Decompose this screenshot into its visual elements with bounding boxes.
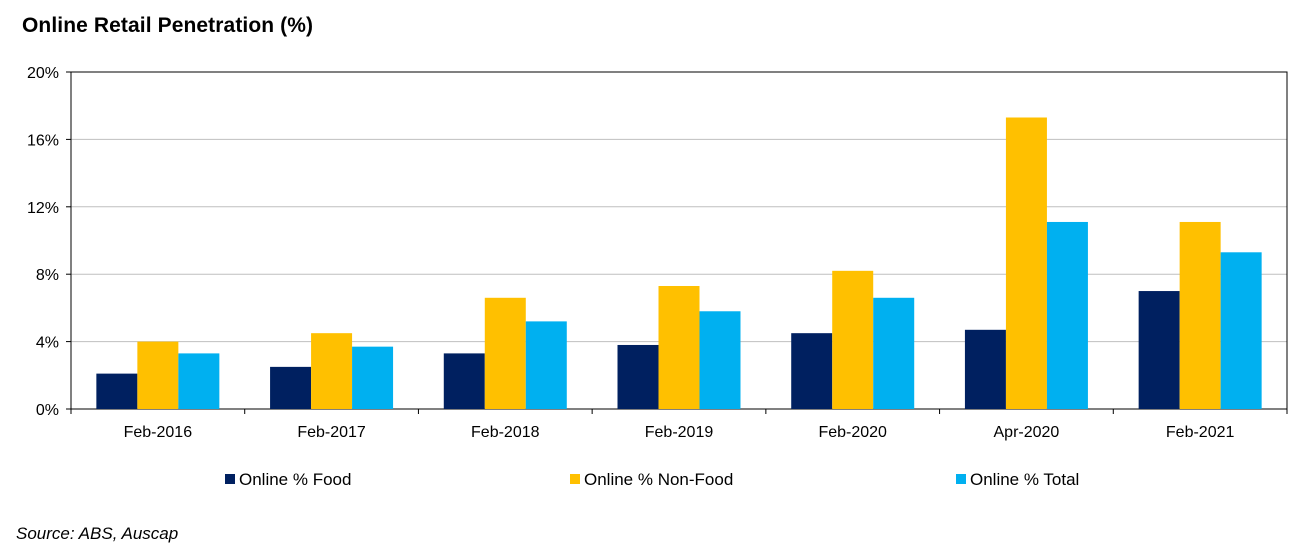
x-tick-label: Feb-2021 xyxy=(1166,424,1235,441)
legend: Online % Food Online % Non-Food Online % T… xyxy=(225,470,1079,489)
legend-swatch xyxy=(570,474,580,484)
y-axis: 0% 4% 8% 12% 16% 20% xyxy=(27,65,71,419)
bar-online-food xyxy=(617,344,659,409)
bar-online-food xyxy=(96,373,138,409)
bar-online-total xyxy=(1220,252,1262,409)
bar-online-non-food xyxy=(1179,221,1221,409)
bars xyxy=(96,117,1262,410)
x-tick-label: Feb-2018 xyxy=(471,424,540,441)
bar-online-total xyxy=(873,297,915,409)
legend-label: Online % Food xyxy=(239,470,351,489)
bar-online-total xyxy=(1046,221,1088,409)
legend-label: Online % Total xyxy=(970,470,1079,489)
bar-online-total xyxy=(699,311,741,409)
legend-swatch xyxy=(225,474,235,484)
bar-online-food xyxy=(1138,291,1180,409)
x-tick-label: Feb-2017 xyxy=(297,424,366,441)
y-tick-label: 0% xyxy=(36,402,59,419)
bar-online-food xyxy=(443,353,485,409)
bar-online-non-food xyxy=(484,297,526,409)
bar-online-non-food xyxy=(658,285,700,409)
source-note: Source: ABS, Auscap xyxy=(16,524,179,543)
bar-online-food xyxy=(270,366,312,409)
y-tick-label: 16% xyxy=(27,132,59,149)
x-axis: Feb-2016 Feb-2017 Feb-2018 Feb-2019 Feb-2020… xyxy=(70,409,1288,441)
x-tick-label: Apr-2020 xyxy=(994,424,1060,441)
bar-online-total xyxy=(352,346,394,409)
legend-swatch xyxy=(956,474,966,484)
y-tick-label: 12% xyxy=(27,200,59,217)
legend-label: Online % Non-Food xyxy=(584,470,733,489)
bar-online-food xyxy=(791,333,833,409)
x-tick-label: Feb-2019 xyxy=(645,424,714,441)
bar-online-total xyxy=(178,353,220,409)
y-tick-label: 8% xyxy=(36,267,59,284)
chart-title: Online Retail Penetration (%) xyxy=(22,14,314,37)
x-tick-label: Feb-2020 xyxy=(818,424,887,441)
y-tick-label: 4% xyxy=(36,335,59,352)
bar-online-non-food xyxy=(137,341,179,409)
y-tick-label: 20% xyxy=(27,65,59,82)
bar-online-food xyxy=(964,329,1006,409)
bar-online-non-food xyxy=(1005,117,1047,410)
bar-online-total xyxy=(525,321,567,409)
x-tick-label: Feb-2016 xyxy=(124,424,193,441)
bar-online-non-food xyxy=(311,333,353,409)
bar-online-non-food xyxy=(832,270,874,409)
